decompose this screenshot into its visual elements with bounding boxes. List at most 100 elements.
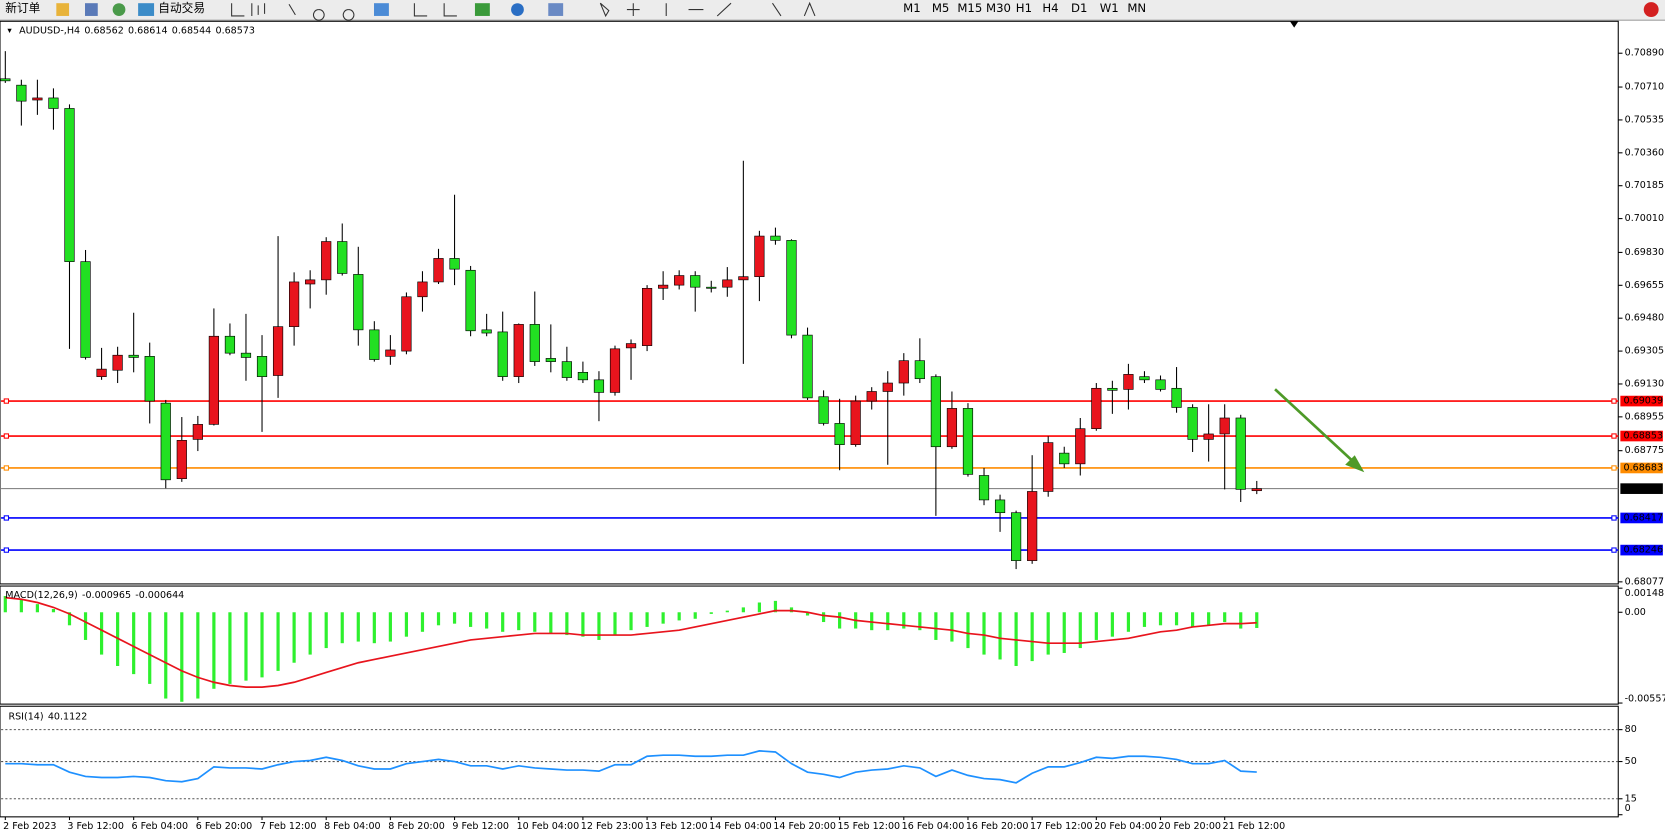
candle-body: [577, 371, 589, 381]
icon[interactable]: [548, 3, 564, 16]
price-level-label: 0.68246: [1624, 545, 1663, 556]
candle-body: [561, 361, 572, 378]
candle-body: [289, 281, 300, 327]
candle-body: [96, 368, 107, 377]
icon[interactable]: [56, 3, 70, 16]
macd-bar: [693, 612, 697, 619]
timeframe-button[interactable]: W1: [1100, 1, 1119, 15]
x-tick-label: 2 Feb 2023: [3, 821, 56, 832]
candle-body: [513, 324, 524, 377]
y-tick-label: 0.70360: [1625, 147, 1664, 158]
x-tick-label: 9 Feb 12:00: [452, 821, 509, 832]
candle-body: [369, 329, 380, 360]
macd-bar: [661, 612, 665, 624]
icon[interactable]: [511, 3, 524, 16]
auto-trading-button[interactable]: 自动交易: [158, 1, 205, 15]
price-level-tag: [1620, 395, 1663, 407]
candle-body: [128, 354, 139, 358]
menu-marker: [7, 28, 12, 33]
price-level-handle: [1611, 547, 1617, 553]
macd-bar: [292, 612, 296, 663]
macd-bar: [950, 612, 954, 642]
macd-bar: [436, 612, 441, 626]
candle-body: [545, 358, 556, 362]
macd-bar: [67, 612, 72, 626]
new-order-button[interactable]: 新订单: [5, 1, 40, 15]
icon[interactable]: [112, 3, 126, 16]
timeframes: M1 M5 M15 M30 H1 H4 D1 W1 MN: [903, 1, 1146, 15]
price-level-handle: [1611, 465, 1617, 471]
bid-tag: [1620, 483, 1663, 494]
price-level-handle: [3, 547, 10, 553]
macd-bar: [613, 612, 617, 636]
x-tick-label: 16 Feb 20:00: [966, 821, 1029, 832]
x-tick-label: 8 Feb 20:00: [388, 821, 445, 832]
timeframe-button[interactable]: M1: [903, 1, 921, 15]
price-level-handle: [1611, 433, 1617, 439]
macd-bar: [741, 607, 745, 613]
macd-bar: [340, 612, 344, 644]
icon[interactable]: [474, 3, 490, 16]
trend-arrow: [1274, 388, 1359, 467]
candle-body: [48, 97, 59, 109]
y-tick-label: 0.00148: [1625, 588, 1664, 599]
macd-bar: [132, 612, 136, 675]
candle-body: [465, 269, 476, 332]
timeframe-button[interactable]: H1: [1016, 1, 1032, 15]
icon[interactable]: [85, 3, 98, 16]
candle-body: [32, 97, 43, 101]
macd-bar: [1094, 612, 1098, 640]
candle-body: [160, 402, 171, 481]
macd-header: -0.000644: [135, 590, 184, 601]
macd-bar: [805, 612, 810, 616]
candle-body: [674, 275, 685, 286]
timeframe-button[interactable]: H4: [1042, 1, 1058, 15]
price-level-tag: [1620, 462, 1663, 474]
candle-body: [385, 349, 396, 357]
macd-bar: [485, 612, 489, 629]
macd-bar: [51, 609, 56, 613]
candle-body: [706, 286, 717, 289]
price-level-handle: [1611, 398, 1617, 404]
timeframe-button[interactable]: M15: [957, 1, 982, 15]
macd-header: -0.000965: [82, 590, 131, 601]
candle-body: [1235, 417, 1246, 490]
alert-icon[interactable]: [1643, 2, 1659, 18]
x-tick-label: 21 Feb 12:00: [1223, 821, 1286, 832]
candle-body: [417, 281, 428, 298]
price-level-label: 0.68853: [1624, 431, 1663, 442]
macd-bar: [1078, 612, 1082, 649]
macd-bar: [1046, 612, 1050, 655]
rsi-line: [5, 750, 1257, 784]
timeframe-button[interactable]: M5: [932, 1, 950, 15]
macd-bar: [324, 612, 328, 649]
timeframe-button[interactable]: D1: [1071, 1, 1087, 15]
x-tick-label: 7 Feb 12:00: [260, 821, 317, 832]
candle-body: [529, 324, 540, 362]
candle-body: [144, 356, 155, 402]
timeframe-button[interactable]: M30: [986, 1, 1011, 15]
rsi-header: RSI(14): [9, 711, 44, 722]
chart-header: 0.68614: [128, 25, 167, 36]
macd-bar: [629, 612, 633, 631]
macd-bar: [1174, 612, 1179, 626]
candle-body: [337, 241, 348, 274]
candle-body: [208, 335, 219, 425]
candle-body: [192, 424, 203, 440]
candle-body: [930, 376, 941, 448]
x-tick-label: 13 Feb 12:00: [645, 821, 708, 832]
macd-bar: [1207, 612, 1211, 626]
rsi-header: 40.1122: [48, 711, 87, 722]
macd-bar: [1239, 612, 1243, 629]
toolbar-icons[interactable]: [231, 1, 816, 21]
icon[interactable]: [374, 3, 389, 16]
macd-bar: [533, 612, 537, 632]
toolbar-bg: [0, 0, 1665, 21]
timeframe-button[interactable]: MN: [1127, 1, 1146, 15]
x-tick-label: 3 Feb 12:00: [67, 821, 124, 832]
candle-body: [786, 240, 797, 336]
icon[interactable]: [138, 3, 155, 16]
macd-bar: [164, 612, 168, 699]
candle-body: [641, 287, 653, 346]
